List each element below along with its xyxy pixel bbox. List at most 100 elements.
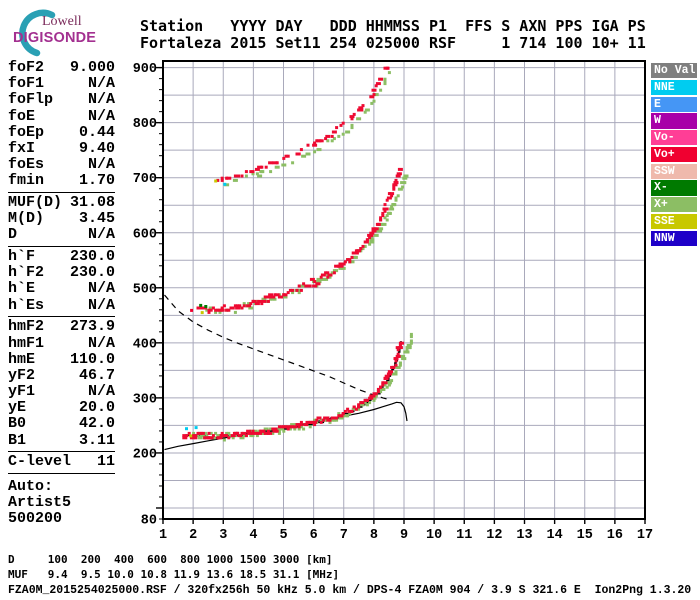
echo-point	[282, 425, 286, 429]
echo-point	[194, 434, 198, 438]
x-axis-tick-label: 5	[279, 528, 287, 543]
echo-point	[216, 178, 220, 182]
echo-point	[275, 429, 279, 433]
echo-point	[363, 398, 367, 402]
echo-point	[182, 434, 188, 438]
echo-point	[258, 429, 262, 433]
echo-point	[338, 264, 344, 268]
y-axis-tick-label: 700	[133, 172, 157, 187]
echo-point	[379, 88, 383, 92]
param-label: B1	[8, 431, 27, 449]
echo-point	[259, 170, 265, 174]
echo-point	[262, 431, 266, 435]
legend-item-nnw: NNW	[651, 230, 697, 246]
echo-point	[227, 308, 231, 312]
echo-point	[251, 170, 255, 174]
echo-point	[374, 84, 378, 88]
echo-point	[205, 434, 209, 438]
echo-point	[251, 431, 255, 435]
echo-point	[393, 181, 399, 185]
echo-point	[332, 271, 336, 275]
echo-point	[269, 427, 273, 431]
echo-point	[244, 304, 248, 308]
echo-point	[369, 231, 375, 235]
echo-point	[372, 398, 376, 402]
echo-point	[359, 401, 363, 405]
param-label: foEp	[8, 123, 45, 141]
echo-point	[371, 396, 377, 400]
echo-point	[220, 306, 224, 310]
echo-point	[383, 383, 387, 387]
param-label: yF1	[8, 383, 36, 401]
echo-point	[303, 423, 309, 427]
echo-point	[306, 420, 310, 424]
echo-point	[286, 427, 290, 431]
param-row: B0 42.0	[8, 416, 115, 432]
echo-point	[384, 374, 390, 378]
y-axis-tick-label: 400	[133, 337, 157, 352]
echo-point	[306, 143, 310, 147]
echo-point	[297, 427, 301, 431]
echo-point	[268, 293, 274, 297]
echo-point	[383, 383, 387, 387]
echo-point	[396, 352, 400, 356]
echo-point	[405, 174, 409, 178]
echo-point	[249, 302, 253, 306]
echo-point	[348, 258, 352, 262]
param-divider	[8, 315, 115, 317]
echo-point	[394, 363, 398, 367]
x-axis-tick-label: 4	[249, 528, 257, 543]
echo-point	[352, 405, 356, 409]
echo-point	[282, 156, 286, 160]
echo-point	[346, 258, 350, 262]
echo-point	[273, 429, 277, 433]
echo-point	[227, 436, 231, 440]
param-label: hmE	[8, 350, 36, 368]
echo-point	[277, 427, 281, 431]
echo-point	[395, 365, 401, 369]
echo-point	[275, 161, 279, 165]
echo-point	[392, 203, 396, 207]
echo-point	[346, 258, 350, 262]
echo-point	[220, 178, 224, 182]
echo-point	[397, 346, 403, 350]
echo-point	[326, 416, 330, 420]
param-row: yF2 46.7	[8, 367, 115, 384]
echo-speck	[185, 427, 188, 431]
param-divider	[8, 245, 115, 247]
echo-point	[349, 115, 355, 119]
echo-point	[238, 434, 242, 438]
echo-point	[244, 174, 248, 178]
echo-point	[284, 293, 288, 297]
echo-point	[199, 431, 205, 435]
echo-point	[373, 233, 379, 237]
param-row: hmE 110.0	[8, 350, 115, 368]
echo-point	[351, 255, 357, 259]
echo-speck	[194, 426, 198, 430]
echo-point	[233, 431, 237, 435]
echo-point	[396, 172, 400, 176]
echo-point	[299, 425, 303, 429]
echo-point	[348, 260, 352, 264]
echo-point	[291, 161, 295, 165]
echo-point	[357, 407, 361, 411]
echo-point	[231, 306, 235, 310]
echo-point	[376, 222, 380, 226]
logo-arc-icon	[19, 9, 56, 57]
echo-speck	[200, 311, 204, 315]
echo-point	[324, 137, 328, 141]
echo-point	[394, 357, 398, 361]
echo-point	[251, 299, 255, 303]
echo-point	[351, 251, 357, 255]
echo-point	[326, 271, 330, 275]
echo-point	[380, 387, 386, 391]
echo-point	[218, 434, 222, 438]
echo-point	[392, 185, 396, 189]
echo-point	[218, 310, 222, 314]
echo-point	[345, 130, 351, 134]
echo-point	[383, 77, 387, 81]
echo-point	[225, 308, 229, 312]
param-divider	[8, 472, 115, 474]
echo-point	[207, 436, 211, 440]
echo-point	[266, 431, 270, 435]
